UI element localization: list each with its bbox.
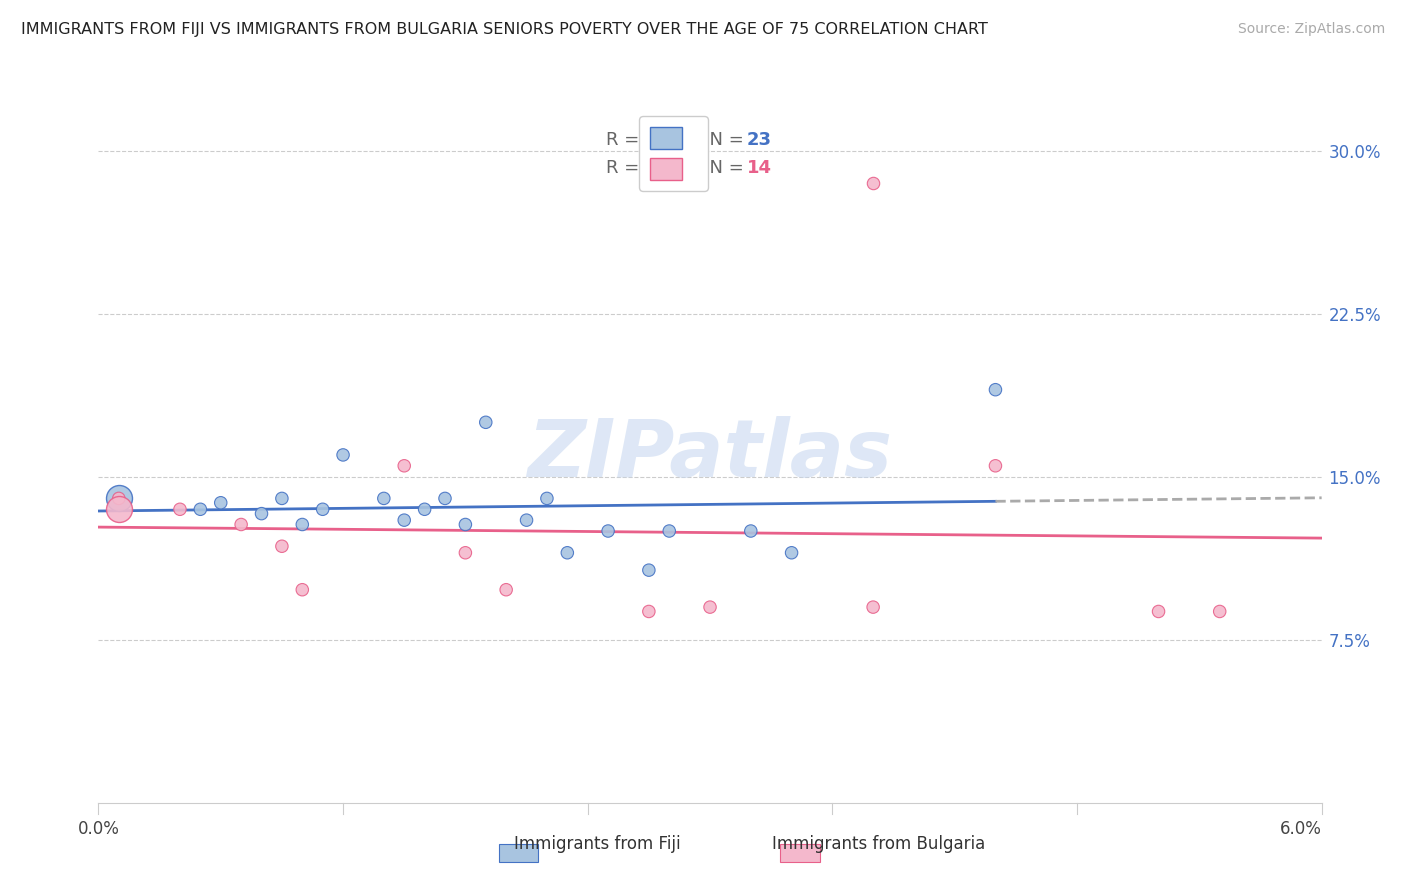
Point <box>231 517 253 532</box>
Point <box>108 502 131 516</box>
Text: 0.0%: 0.0% <box>77 820 120 838</box>
Point <box>332 448 354 462</box>
Point <box>270 539 292 553</box>
Text: Immigrants from Bulgaria: Immigrants from Bulgaria <box>772 835 986 853</box>
Point <box>433 491 456 506</box>
Point <box>454 517 477 532</box>
Text: N =: N = <box>697 131 749 149</box>
Point <box>291 517 314 532</box>
Text: 0.512: 0.512 <box>647 159 703 178</box>
Point <box>474 415 498 429</box>
Text: 6.0%: 6.0% <box>1279 820 1322 838</box>
Point <box>108 491 131 506</box>
Point <box>658 524 681 538</box>
Point <box>637 563 661 577</box>
Point <box>311 502 335 516</box>
Point <box>413 502 436 516</box>
Point <box>270 491 292 506</box>
Point <box>555 546 579 560</box>
Point <box>984 458 1007 473</box>
Text: R =: R = <box>606 131 645 149</box>
Point <box>392 513 416 527</box>
Point <box>495 582 517 597</box>
Point <box>373 491 395 506</box>
Point <box>169 502 191 516</box>
Point <box>108 491 131 506</box>
Point <box>1147 605 1170 619</box>
Point <box>209 496 232 510</box>
Point <box>598 524 620 538</box>
Legend: , : , <box>640 116 707 191</box>
Point <box>862 600 884 615</box>
Text: Immigrants from Fiji: Immigrants from Fiji <box>515 835 681 853</box>
Point <box>188 502 212 516</box>
Point <box>699 600 721 615</box>
Point <box>250 507 273 521</box>
Text: ZIPatlas: ZIPatlas <box>527 416 893 494</box>
Text: Source: ZipAtlas.com: Source: ZipAtlas.com <box>1237 22 1385 37</box>
Text: 0.118: 0.118 <box>647 131 703 149</box>
Point <box>392 458 416 473</box>
Point <box>536 491 558 506</box>
Point <box>780 546 803 560</box>
Text: N =: N = <box>697 159 749 178</box>
Point <box>984 383 1007 397</box>
Point <box>108 491 131 506</box>
Point <box>516 513 538 527</box>
Point <box>1208 605 1232 619</box>
Point <box>862 176 884 190</box>
Text: R =: R = <box>606 159 645 178</box>
Point <box>291 582 314 597</box>
Point <box>637 605 661 619</box>
Point <box>740 524 762 538</box>
Point <box>454 546 477 560</box>
Text: 23: 23 <box>747 131 772 149</box>
Text: IMMIGRANTS FROM FIJI VS IMMIGRANTS FROM BULGARIA SENIORS POVERTY OVER THE AGE OF: IMMIGRANTS FROM FIJI VS IMMIGRANTS FROM … <box>21 22 988 37</box>
Text: 14: 14 <box>747 159 772 178</box>
